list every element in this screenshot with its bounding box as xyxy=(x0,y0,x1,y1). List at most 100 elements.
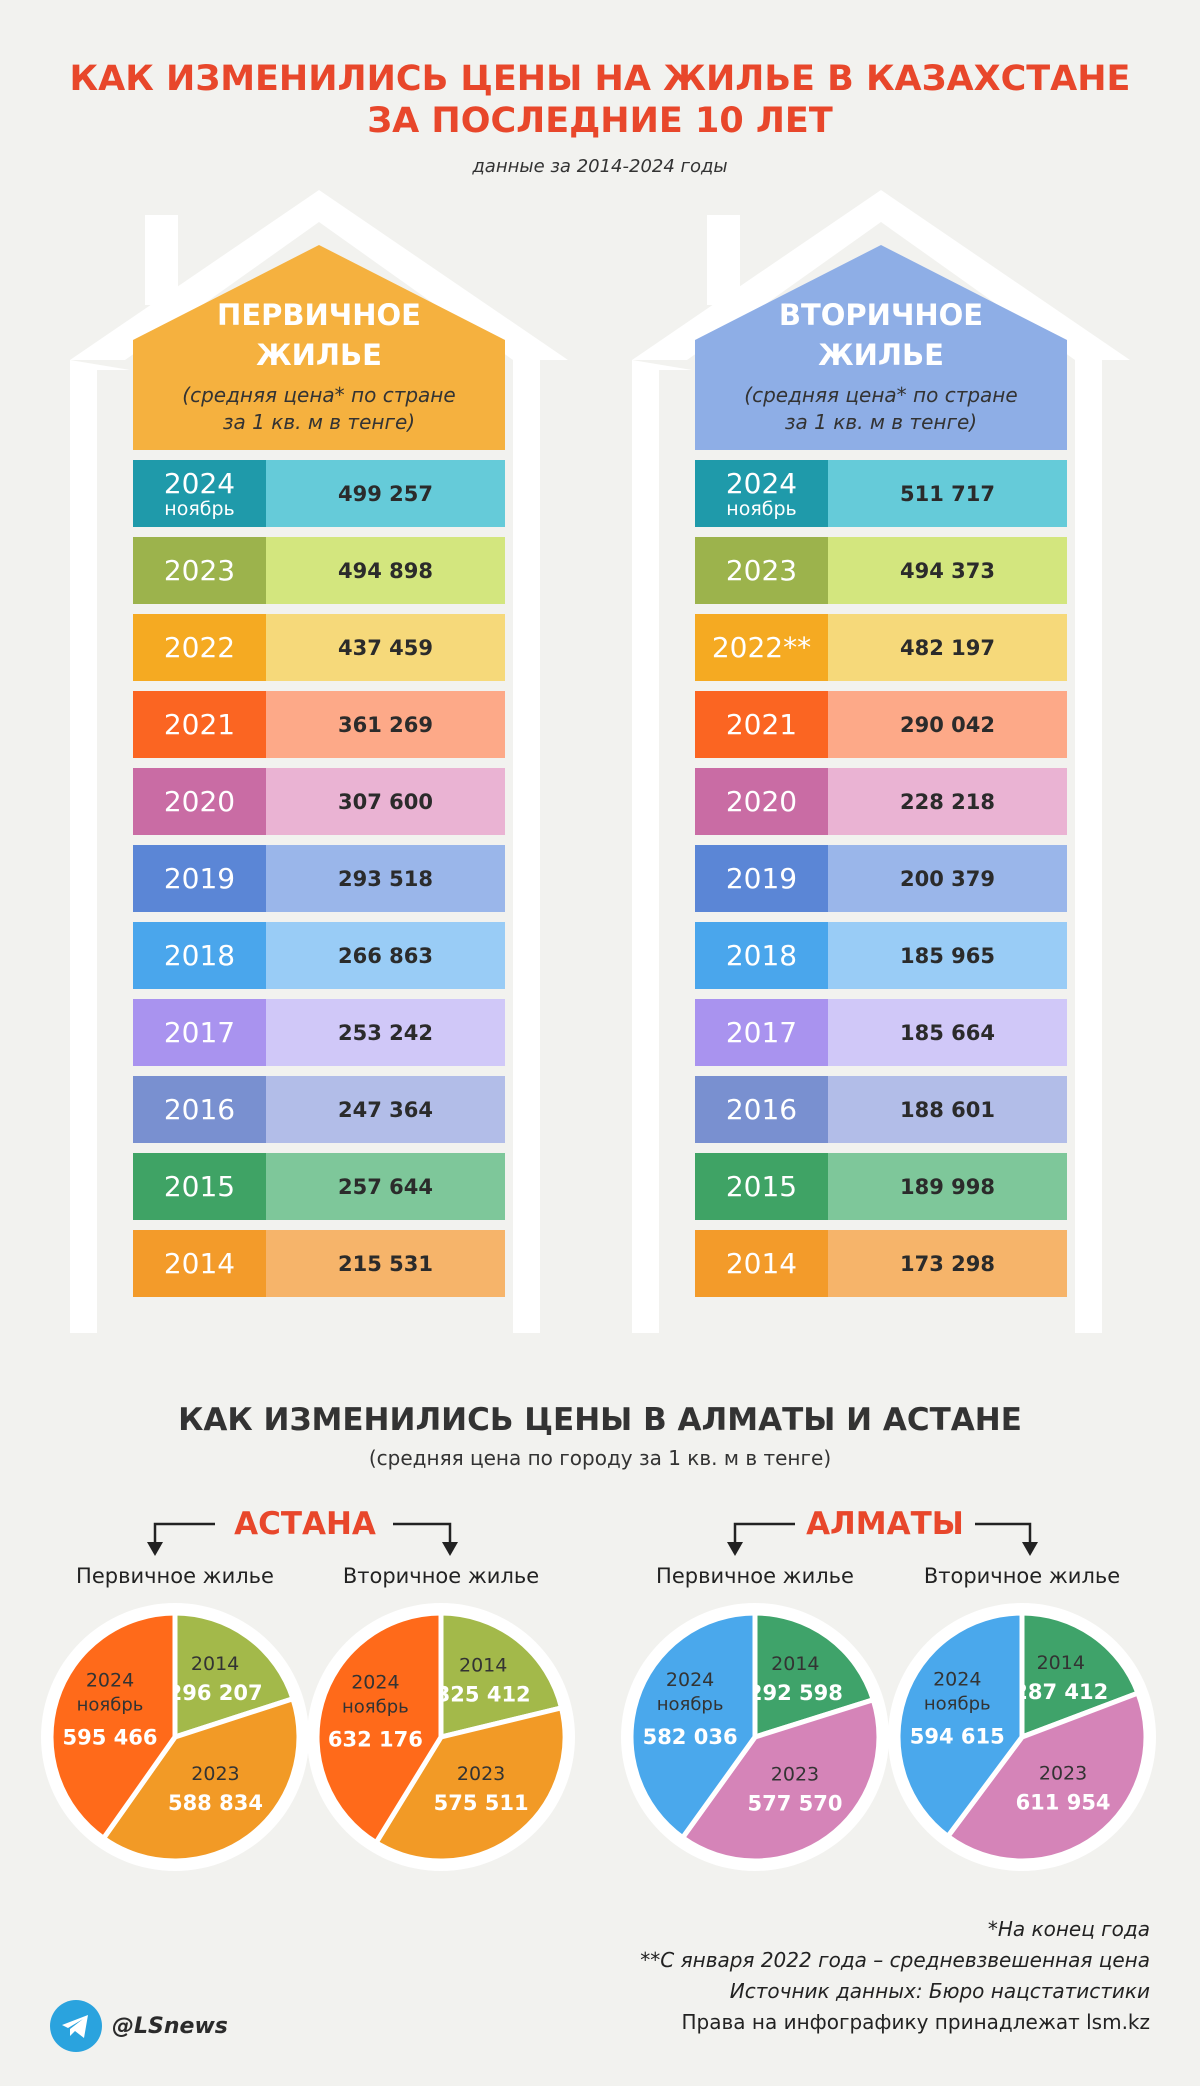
footnote: Права на инфографику принадлежат lsm.kz xyxy=(681,2010,1150,2034)
year-cell: 2015 xyxy=(133,1153,266,1220)
slice-value: 292 598 xyxy=(748,1681,843,1705)
arrowhead xyxy=(727,1542,743,1556)
pie-charts: 2014 296 207 2023 588 834 2024 ноябрь 595 466 2… xyxy=(41,1603,1156,1871)
arrow-down-icon xyxy=(153,1522,215,1548)
table-row: 2016 188 601 xyxy=(695,1076,1067,1143)
pie-slice-2024 xyxy=(628,1610,758,1842)
pie-slice-2023 xyxy=(679,1696,882,1864)
pie-slice-2024 xyxy=(314,1610,444,1847)
table-row: 2015 257 644 xyxy=(133,1153,505,1220)
table-row: 2019 293 518 xyxy=(133,845,505,912)
arrows xyxy=(147,1522,1038,1556)
year-cell: 2016 xyxy=(133,1076,266,1143)
house-subtitle: (средняя цена* по стране xyxy=(744,383,1018,407)
slice-value: 594 615 xyxy=(910,1725,1005,1749)
house-shape xyxy=(632,190,1130,1333)
arrow-down-icon xyxy=(975,1522,1032,1548)
slice-year: 2024 xyxy=(933,1669,981,1691)
price-cell: 266 863 xyxy=(266,922,505,989)
slice-month: ноябрь xyxy=(924,1694,991,1715)
table-row: 2023 494 373 xyxy=(695,537,1067,604)
slice-value: 577 570 xyxy=(747,1791,842,1815)
price-cell: 290 042 xyxy=(828,691,1067,758)
year-cell: 2021 xyxy=(695,691,828,758)
slice-value: 287 412 xyxy=(1013,1680,1108,1704)
year-cell: 2016 xyxy=(695,1076,828,1143)
table-row: 2015 189 998 xyxy=(695,1153,1067,1220)
slice-month: ноябрь xyxy=(77,1694,144,1715)
slice-year: 2024 xyxy=(86,1669,134,1691)
house-subtitle: за 1 кв. м в тенге) xyxy=(784,410,978,434)
slice-year: 2024 xyxy=(666,1669,714,1691)
pie-slice-2014 xyxy=(1019,1610,1142,1741)
table-row: 2018 266 863 xyxy=(133,922,505,989)
price-cell: 215 531 xyxy=(266,1230,505,1297)
house-subtitle: (средняя цена* по стране xyxy=(182,383,456,407)
year-cell: 2014 xyxy=(695,1230,828,1297)
year-cell: 2023 xyxy=(133,537,266,604)
pie-slice-2023 xyxy=(372,1704,568,1864)
table-row: 2020 307 600 xyxy=(133,768,505,835)
arrowhead xyxy=(147,1542,163,1556)
year-cell: 2018 xyxy=(133,922,266,989)
price-cell: 307 600 xyxy=(266,768,505,835)
house-subtitle: за 1 кв. м в тенге) xyxy=(222,410,416,434)
year-cell: 2019 xyxy=(695,845,828,912)
price-cell: 293 518 xyxy=(266,845,505,912)
slice-year: 2014 xyxy=(459,1654,507,1676)
price-cell: 185 965 xyxy=(828,922,1067,989)
slice-year: 2014 xyxy=(191,1653,239,1675)
table-row: 2022 437 459 xyxy=(133,614,505,681)
table-row: 2014 215 531 xyxy=(133,1230,505,1297)
slice-year: 2014 xyxy=(1037,1652,1085,1674)
footnotes: *На конец года **С января 2022 года – ср… xyxy=(640,1914,1150,2038)
slice-value: 296 207 xyxy=(168,1681,263,1705)
price-cell: 188 601 xyxy=(828,1076,1067,1143)
price-cell: 494 898 xyxy=(266,537,505,604)
year-cell: 2024 ноябрь xyxy=(133,460,266,527)
price-cell: 253 242 xyxy=(266,999,505,1066)
slice-year: 2023 xyxy=(771,1763,819,1785)
footnote: Источник данных: Бюро нацстатистики xyxy=(729,1979,1150,2003)
pie-title: Первичное жилье xyxy=(656,1564,854,1588)
page-subtitle: данные за 2014-2024 годы xyxy=(472,156,728,177)
house-title: ЖИЛЬЕ xyxy=(818,338,944,372)
table-row: 2020 228 218 xyxy=(695,768,1067,835)
slice-value: 582 036 xyxy=(643,1725,738,1749)
section-title: КАК ИЗМЕНИЛИСЬ ЦЕНЫ В АЛМАТЫ И АСТАНЕ xyxy=(178,1402,1022,1438)
pie-slice-2023 xyxy=(944,1689,1149,1864)
telegram-icon xyxy=(50,2000,102,2052)
price-cell: 482 197 xyxy=(828,614,1067,681)
pie-slice-2014 xyxy=(752,1610,877,1741)
price-cell: 200 379 xyxy=(828,845,1067,912)
table-row: 2018 185 965 xyxy=(695,922,1067,989)
city-almaty: АЛМАТЫ xyxy=(806,1506,964,1542)
slice-year: 2023 xyxy=(1039,1762,1087,1784)
slice-value: 588 834 xyxy=(168,1791,263,1815)
slice-year: 2014 xyxy=(771,1653,819,1675)
footnote: **С января 2022 года – средневзвешенная … xyxy=(640,1948,1150,1972)
slice-value: 595 466 xyxy=(63,1725,158,1749)
year-cell: 2021 xyxy=(133,691,266,758)
price-cell: 494 373 xyxy=(828,537,1067,604)
price-cell: 247 364 xyxy=(266,1076,505,1143)
year-cell: 2018 xyxy=(695,922,828,989)
arrowhead xyxy=(442,1542,458,1556)
slice-value: 611 954 xyxy=(1016,1790,1111,1814)
arrow-down-icon xyxy=(393,1522,452,1548)
pie-title: Вторичное жилье xyxy=(342,1564,540,1588)
year-cell: 2014 xyxy=(133,1230,266,1297)
house-title: ЖИЛЬЕ xyxy=(256,338,382,372)
table-row: 2016 247 364 xyxy=(133,1076,505,1143)
table-row: 2014 173 298 xyxy=(695,1230,1067,1297)
pie-title: Вторичное жилье xyxy=(923,1564,1121,1588)
year-cell: 2017 xyxy=(133,999,266,1066)
page-title: КАК ИЗМЕНИЛИСЬ ЦЕНЫ НА ЖИЛЬЕ В КАЗАХСТАН… xyxy=(69,59,1131,141)
slice-month: ноябрь xyxy=(657,1694,724,1715)
slice-value: 575 511 xyxy=(434,1791,529,1815)
table-row: 2021 290 042 xyxy=(695,691,1067,758)
telegram-link[interactable]: @LSnews xyxy=(50,2000,228,2052)
year-cell: 2022** xyxy=(695,614,828,681)
slice-value: 325 412 xyxy=(436,1682,531,1706)
table-row: 2019 200 379 xyxy=(695,845,1067,912)
